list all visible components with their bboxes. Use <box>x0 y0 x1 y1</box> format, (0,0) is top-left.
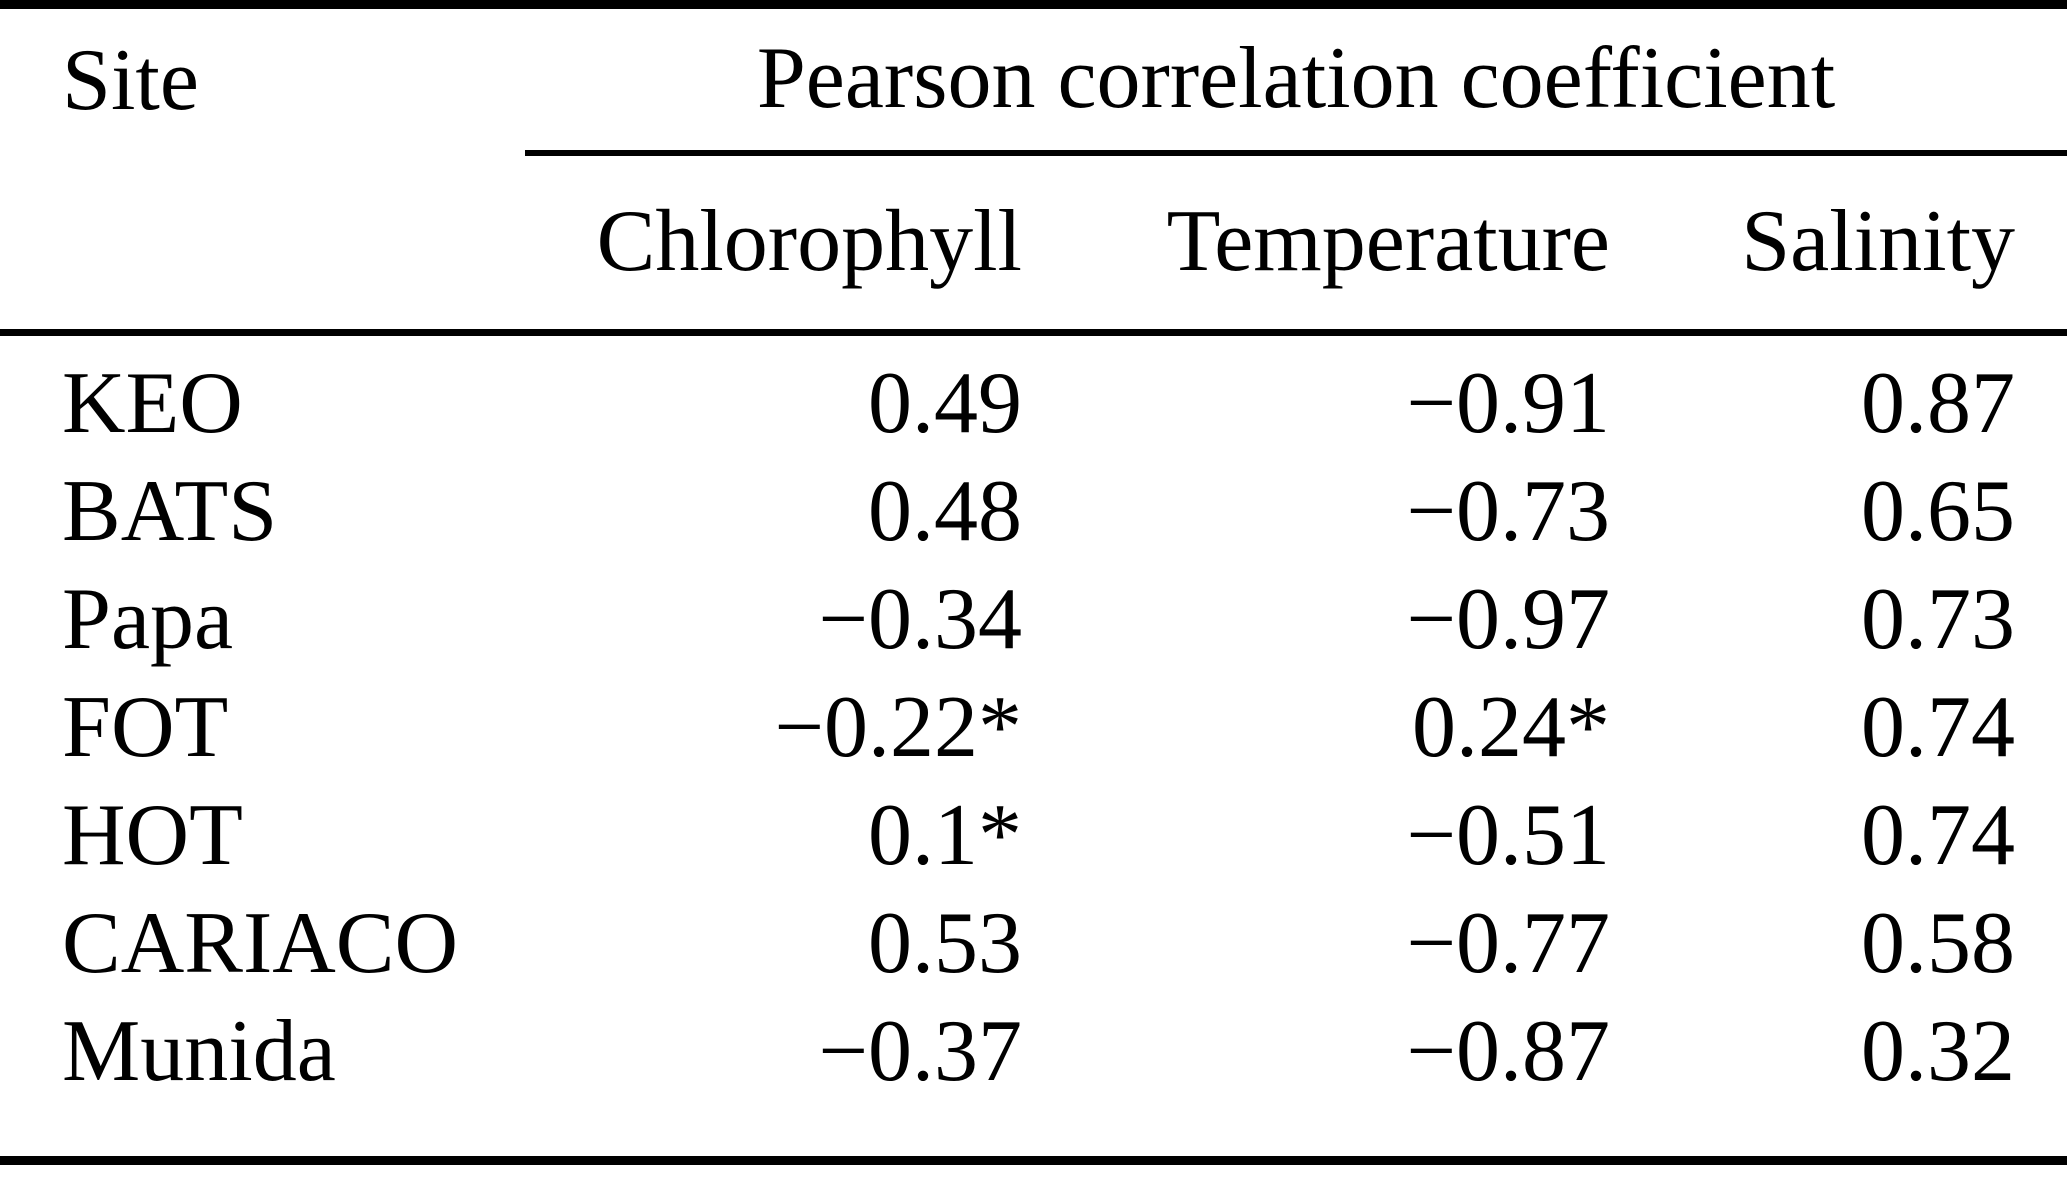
group-header-row: Site Pearson correlation coefficient <box>0 4 2067 156</box>
table-row: BATS 0.48 −0.73 0.65 <box>0 458 2067 566</box>
salinity-value-cell: 0.74 <box>1861 679 2016 776</box>
temperature-value-cell: −0.51 <box>1406 787 1610 884</box>
chlorophyll-value-cell: −0.22* <box>774 679 1022 776</box>
salinity-value-cell: 0.74 <box>1861 787 2016 884</box>
table-row: FOT −0.22* 0.24* 0.74 <box>0 674 2067 782</box>
site-column-header: Site <box>62 31 199 129</box>
table-row: Munida −0.37 −0.87 0.32 <box>0 998 2067 1161</box>
salinity-value-cell: 0.65 <box>1861 463 2016 560</box>
salinity-value-cell: 0.32 <box>1861 1003 2016 1100</box>
chlorophyll-value-cell: 0.53 <box>868 895 1022 992</box>
site-cell: Papa <box>62 571 234 668</box>
chlorophyll-value-cell: −0.37 <box>818 1003 1022 1100</box>
salinity-value-cell: 0.87 <box>1861 355 2016 452</box>
temperature-value-cell: −0.77 <box>1406 895 1610 992</box>
site-cell: KEO <box>62 355 243 452</box>
pearson-group-header: Pearson correlation coefficient <box>525 4 2067 156</box>
chlorophyll-column-header: Chlorophyll <box>525 152 1022 336</box>
chlorophyll-value-cell: 0.1* <box>868 787 1022 884</box>
temperature-value-cell: −0.91 <box>1406 355 1610 452</box>
table-body: KEO 0.49 −0.91 0.87 BATS 0.48 −0.73 0.65… <box>0 333 2067 1161</box>
temperature-value-cell: −0.97 <box>1406 571 1610 668</box>
table-row: KEO 0.49 −0.91 0.87 <box>0 333 2067 459</box>
chlorophyll-value-cell: 0.49 <box>868 355 1022 452</box>
temperature-value-cell: −0.73 <box>1406 463 1610 560</box>
salinity-value-cell: 0.58 <box>1861 895 2016 992</box>
chlorophyll-value-cell: −0.34 <box>818 571 1022 668</box>
chlorophyll-value-cell: 0.48 <box>868 463 1022 560</box>
table-row: HOT 0.1* −0.51 0.74 <box>0 782 2067 890</box>
temperature-value-cell: −0.87 <box>1406 1003 1610 1100</box>
table-row: CARIACO 0.53 −0.77 0.58 <box>0 890 2067 998</box>
site-cell: Munida <box>62 1003 336 1100</box>
subheader-row: Chlorophyll Temperature Salinity <box>0 152 2067 336</box>
salinity-value-cell: 0.73 <box>1861 571 2016 668</box>
table-row: Papa −0.34 −0.97 0.73 <box>0 566 2067 674</box>
temperature-value-cell: 0.24* <box>1412 679 1610 776</box>
empty-header-cell <box>0 152 525 336</box>
site-cell: HOT <box>62 787 243 884</box>
temperature-column-header: Temperature <box>1022 152 1610 336</box>
table-header: Site Pearson correlation coefficient Chl… <box>0 4 2067 336</box>
salinity-column-header: Salinity <box>1610 152 2067 336</box>
site-cell: CARIACO <box>62 895 459 992</box>
site-cell: BATS <box>62 463 278 560</box>
site-cell: FOT <box>62 679 229 776</box>
